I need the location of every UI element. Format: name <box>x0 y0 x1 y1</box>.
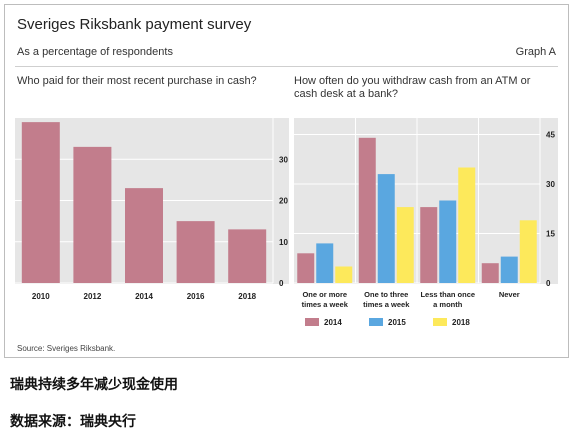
right-x-tick-label: times a week <box>302 300 349 309</box>
right-y-tick-label: 30 <box>546 180 555 189</box>
legend-label-2014: 2014 <box>324 318 342 327</box>
legend-label-2018: 2018 <box>452 318 470 327</box>
divider <box>15 66 558 67</box>
chart-canvas: 0 10 20 30 2010 2012 2014 2016 2018 0 15 30 45 One or… <box>15 118 558 327</box>
right-bar-2018 <box>335 266 353 283</box>
left-x-tick-label: 2010 <box>32 292 50 301</box>
legend-label-2015: 2015 <box>388 318 406 327</box>
right-y-tick-label: 45 <box>546 131 555 140</box>
chart-subtitle: As a percentage of respondents <box>17 46 173 58</box>
right-x-tick-label: One to three <box>364 290 408 299</box>
right-bar-2018 <box>458 167 476 283</box>
source-note: Source: Sveriges Riksbank. <box>17 344 116 353</box>
right-x-tick-label: Less than once <box>420 290 475 299</box>
right-bar-2014 <box>481 263 499 283</box>
left-bar-2016 <box>176 221 215 283</box>
right-bar-2015 <box>377 174 395 283</box>
right-panel-title: How often do you withdraw cash from an A… <box>294 75 531 100</box>
right-x-tick-label: times a week <box>363 300 410 309</box>
right-y-tick-label: 0 <box>546 279 551 288</box>
left-panel-title: Who paid for their most recent purchase … <box>17 75 257 87</box>
left-bar-2010 <box>21 122 60 283</box>
chart-title: Sveriges Riksbank payment survey <box>17 16 252 33</box>
right-bar-2014 <box>358 137 376 283</box>
right-y-tick-label: 15 <box>546 230 555 239</box>
legend-swatch-2014 <box>305 318 319 326</box>
left-x-tick-label: 2012 <box>84 292 102 301</box>
left-bar-2012 <box>73 146 112 283</box>
left-y-tick-label: 20 <box>279 197 288 206</box>
caption-line-2: 数据来源：瑞典央行 <box>10 414 136 430</box>
left-y-tick-label: 30 <box>279 155 288 164</box>
left-x-tick-label: 2018 <box>238 292 256 301</box>
right-bar-2014 <box>297 253 315 283</box>
left-x-tick-label: 2016 <box>187 292 205 301</box>
right-bar-2018 <box>396 207 414 283</box>
caption-line-1: 瑞典持续多年减少现金使用 <box>10 377 178 393</box>
right-bar-2015 <box>439 200 457 283</box>
left-x-tick-label: 2014 <box>135 292 153 301</box>
graph-label: Graph A <box>515 46 556 58</box>
left-bar-2018 <box>228 229 267 283</box>
right-bar-2014 <box>420 207 438 283</box>
chart-figure: Sveriges Riksbank payment survey As a pe… <box>4 4 569 358</box>
left-y-tick-label: 0 <box>279 279 284 288</box>
left-y-tick-label: 10 <box>279 238 288 247</box>
legend-swatch-2015 <box>369 318 383 326</box>
right-x-tick-label: One or more <box>302 290 347 299</box>
left-bar-2014 <box>125 188 163 283</box>
right-bar-2015 <box>316 243 334 283</box>
right-bar-2015 <box>500 256 518 283</box>
right-x-tick-label: a month <box>433 300 463 309</box>
right-bar-2018 <box>519 220 537 283</box>
right-x-tick-label: Never <box>499 290 520 299</box>
legend-swatch-2018 <box>433 318 447 326</box>
